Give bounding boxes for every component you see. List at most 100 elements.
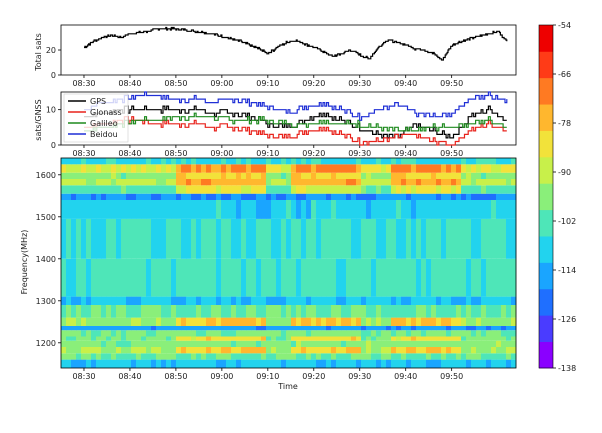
heatmap-cell (461, 179, 467, 186)
heatmap-cell (121, 305, 127, 318)
heatmap-cell (191, 218, 197, 259)
heatmap-cell (336, 185, 342, 194)
heatmap-cell (336, 164, 342, 173)
heatmap-cell (236, 158, 242, 165)
heatmap-cell (76, 172, 82, 179)
sats-per-gnss-xtick-label: 09:20 (302, 149, 325, 158)
heatmap-cell (306, 347, 312, 354)
heatmap-cell (101, 158, 107, 165)
heatmap-cell (311, 185, 317, 194)
heatmap-cell (356, 179, 362, 186)
heatmap-cell (351, 179, 357, 186)
heatmap-cell (416, 347, 422, 354)
heatmap-cell (251, 326, 257, 331)
heatmap-cell (291, 305, 297, 318)
heatmap-cell (471, 317, 477, 326)
heatmap-cell (291, 193, 297, 200)
heatmap-cell (426, 193, 432, 200)
heatmap-cell (391, 353, 397, 360)
heatmap-cell (361, 172, 367, 179)
heatmap-cell (341, 347, 347, 354)
heatmap-cell (126, 179, 132, 186)
heatmap-cell (486, 347, 492, 354)
heatmap-cell (466, 305, 472, 318)
heatmap-cell (256, 218, 262, 259)
colorbar-block (539, 341, 553, 369)
heatmap-cell (301, 347, 307, 354)
heatmap-cell (501, 185, 507, 194)
heatmap-cell (376, 353, 382, 360)
heatmap-cell (501, 305, 507, 318)
heatmap-cell (186, 296, 192, 305)
heatmap-cell (511, 200, 517, 219)
heatmap-cell (201, 158, 207, 165)
heatmap-cell (176, 158, 182, 165)
heatmap-cell (246, 185, 252, 194)
heatmap-cell (161, 305, 167, 318)
heatmap-cell (176, 305, 182, 318)
heatmap-cell (446, 336, 452, 341)
heatmap-cell (366, 200, 372, 219)
heatmap-cell (101, 296, 107, 305)
heatmap-cell (116, 305, 122, 318)
heatmap-cell (126, 326, 132, 331)
heatmap-cell (431, 185, 437, 194)
heatmap-cell (76, 185, 82, 194)
heatmap-cell (346, 353, 352, 360)
heatmap-cell (106, 326, 112, 331)
heatmap-cell (91, 347, 97, 354)
heatmap-cell (241, 330, 247, 337)
heatmap-cell (406, 336, 412, 341)
heatmap-cell (286, 193, 292, 200)
heatmap-cell (331, 179, 337, 186)
heatmap-cell (481, 359, 487, 368)
heatmap-cell (221, 296, 227, 305)
heatmap-cell (326, 185, 332, 194)
heatmap-cell (186, 172, 192, 179)
heatmap-cell (341, 336, 347, 341)
heatmap-cell (211, 336, 217, 341)
heatmap-cell (311, 305, 317, 318)
heatmap-cell (296, 172, 302, 179)
heatmap-cell (216, 330, 222, 337)
heatmap-cell (416, 200, 422, 219)
heatmap-cell (296, 326, 302, 331)
heatmap-cell (476, 218, 482, 259)
heatmap-cell (191, 359, 197, 368)
heatmap-cell (491, 179, 497, 186)
heatmap-cell (186, 330, 192, 337)
heatmap-cell (171, 340, 177, 347)
heatmap-cell (191, 336, 197, 341)
heatmap-cell (196, 193, 202, 200)
heatmap-cell (161, 347, 167, 354)
heatmap-cell (506, 258, 512, 297)
heatmap-cell (301, 359, 307, 368)
heatmap-cell (506, 193, 512, 200)
heatmap-cell (386, 347, 392, 354)
heatmap-cell (201, 330, 207, 337)
heatmap-cell (351, 347, 357, 354)
heatmap-cell (376, 193, 382, 200)
heatmap-cell (226, 164, 232, 173)
heatmap-cell (101, 193, 107, 200)
heatmap-cell (366, 258, 372, 297)
heatmap-cell (366, 218, 372, 259)
heatmap-cell (81, 164, 87, 173)
heatmap-cell (166, 200, 172, 219)
heatmap-cell (361, 340, 367, 347)
heatmap-cell (366, 193, 372, 200)
heatmap-cell (141, 305, 147, 318)
heatmap-cell (361, 185, 367, 194)
heatmap-cell (506, 172, 512, 179)
heatmap-cell (191, 172, 197, 179)
heatmap-cell (121, 200, 127, 219)
heatmap-cell (246, 336, 252, 341)
heatmap-cell (221, 258, 227, 297)
heatmap-cell (386, 200, 392, 219)
heatmap-cell (411, 336, 417, 341)
heatmap-cell (141, 218, 147, 259)
heatmap-cell (266, 185, 272, 194)
heatmap-cell (291, 185, 297, 194)
heatmap-cell (136, 200, 142, 219)
heatmap-cell (161, 317, 167, 326)
